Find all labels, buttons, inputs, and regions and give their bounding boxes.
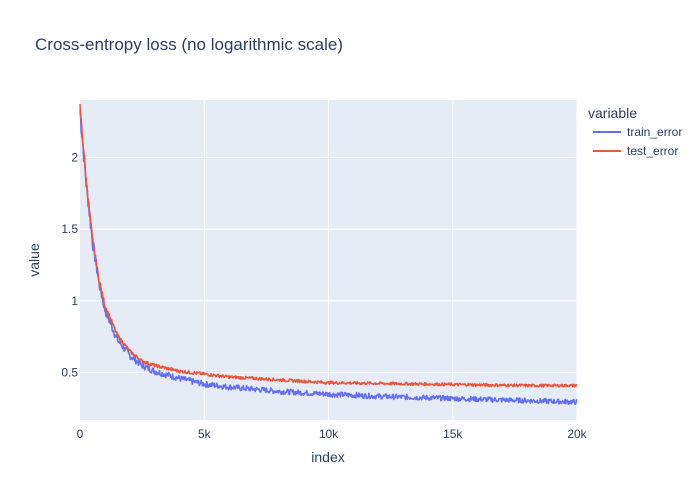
chart-title: Cross-entropy loss (no logarithmic scale… bbox=[35, 35, 343, 54]
legend-label-train-error: train_error bbox=[627, 125, 682, 139]
y-tick-label: 1 bbox=[71, 294, 78, 308]
y-axis-title: value bbox=[26, 243, 42, 277]
y-axis-ticks: 0.5 1 1.5 2 bbox=[61, 150, 78, 379]
y-tick-label: 0.5 bbox=[61, 366, 78, 380]
legend-title: variable bbox=[588, 105, 637, 121]
legend: variable train_error test_error bbox=[588, 105, 682, 158]
y-tick-label: 2 bbox=[71, 150, 78, 164]
gridlines bbox=[80, 100, 578, 420]
x-tick-label: 15k bbox=[443, 427, 463, 441]
x-tick-label: 20k bbox=[567, 427, 587, 441]
series-line-train-error bbox=[79, 110, 578, 406]
y-tick-label: 1.5 bbox=[61, 222, 78, 236]
x-tick-label: 10k bbox=[319, 427, 339, 441]
series-line-test-error bbox=[79, 104, 578, 388]
x-tick-label: 0 bbox=[77, 427, 84, 441]
x-axis-title: index bbox=[311, 449, 344, 465]
x-tick-label: 5k bbox=[198, 427, 212, 441]
x-axis-ticks: 0 5k 10k 15k 20k bbox=[77, 427, 588, 441]
legend-label-test-error: test_error bbox=[627, 144, 678, 158]
series-layer bbox=[79, 104, 578, 406]
